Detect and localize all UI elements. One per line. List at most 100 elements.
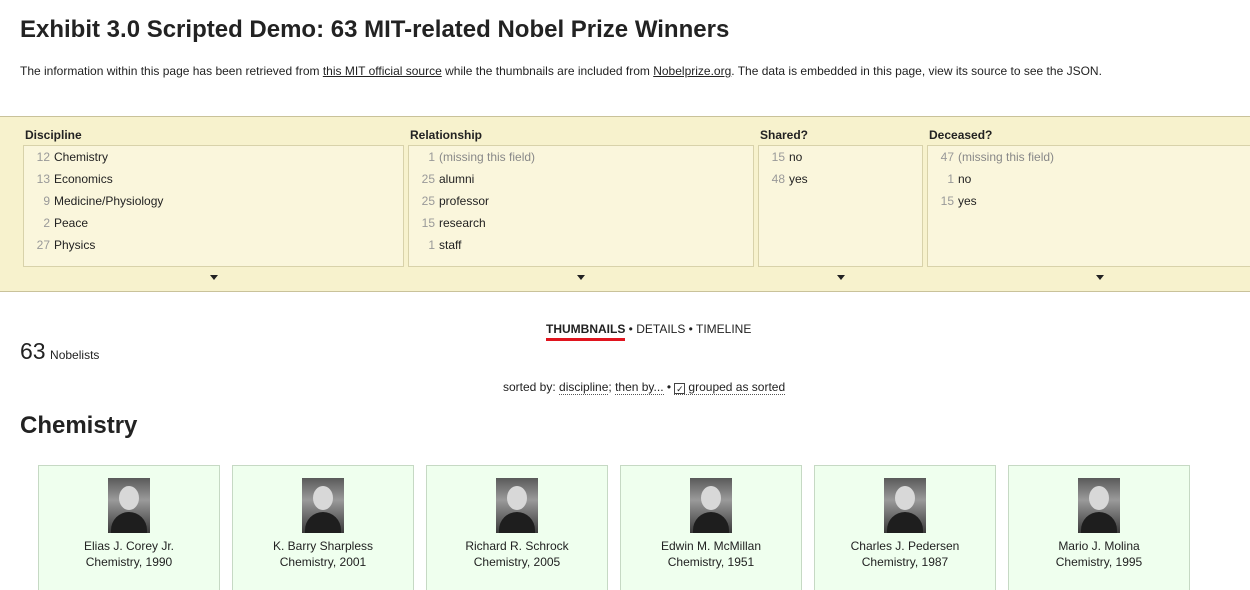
facet-value-research[interactable]: 15 research (409, 212, 753, 234)
nobelist-discipline-year: Chemistry, 1951 (667, 555, 755, 569)
sort-bullet: • (663, 380, 675, 394)
sort-field-discipline[interactable]: discipline (559, 380, 609, 395)
facet-value-alumni[interactable]: 25 alumni (409, 168, 753, 190)
nobelist-discipline-year: Chemistry, 1990 (85, 555, 173, 569)
facet-list-relationship: 1 (missing this field) 25 alumni 25 profess… (408, 145, 754, 267)
facet-count: 15 (940, 194, 954, 208)
facet-list-deceased: 47 (missing this field) 1 no 15 yes (927, 145, 1250, 267)
result-count-number: 63 (20, 338, 46, 364)
facet-count: 27 (36, 238, 50, 252)
nobelist-card[interactable]: Mario J. Molina Chemistry, 1995 (1008, 465, 1190, 590)
facet-panel: Discipline 12 Chemistry 13 Economics 9 Medi… (0, 116, 1250, 292)
facet-value-no[interactable]: 1 no (928, 168, 1250, 190)
view-switcher: THUMBNAILS • DETAILS • TIMELINE (546, 322, 752, 341)
view-tab-details[interactable]: DETAILS (636, 322, 686, 336)
facet-label: no (789, 150, 803, 164)
facet-value-professor[interactable]: 25 professor (409, 190, 753, 212)
checkbox-checked-icon[interactable]: ✓ (674, 383, 686, 394)
facet-count: 2 (43, 216, 50, 230)
view-tab-timeline[interactable]: TIMELINE (695, 322, 752, 336)
facet-expand-arrow-icon[interactable] (210, 275, 218, 280)
facet-value-yes[interactable]: 15 yes (928, 190, 1250, 212)
nobelist-discipline-year: Chemistry, 2005 (473, 555, 561, 569)
facet-count: 12 (36, 150, 50, 164)
nobelist-name[interactable]: Charles J. Pedersen (850, 539, 960, 553)
facet-value-physics[interactable]: 27 Physics (24, 234, 403, 256)
nobelist-name[interactable]: Richard R. Schrock (465, 539, 569, 553)
facet-value-yes[interactable]: 48 yes (759, 168, 922, 190)
intro-text-part1: The information within this page has bee… (20, 64, 323, 78)
facet-count: 47 (940, 150, 954, 164)
facet-count: 13 (36, 172, 50, 186)
facet-label: Medicine/Physiology (54, 194, 164, 208)
facet-value-economics[interactable]: 13 Economics (24, 168, 403, 190)
grouped-as-sorted-label: grouped as sorted (688, 380, 786, 394)
nobelist-name[interactable]: Mario J. Molina (1058, 539, 1140, 553)
sort-separator: ; (608, 380, 616, 394)
sort-then-by[interactable]: then by... (615, 380, 664, 395)
mit-source-link[interactable]: this MIT official source (322, 64, 442, 78)
nobelist-name[interactable]: K. Barry Sharpless (272, 539, 374, 553)
view-tab-thumbnails[interactable]: THUMBNAILS (546, 322, 626, 341)
view-separator: • (685, 322, 696, 336)
page-title: Exhibit 3.0 Scripted Demo: 63 MIT-relate… (20, 16, 730, 43)
facet-count: 1 (428, 150, 435, 164)
facet-value-peace[interactable]: 2 Peace (24, 212, 403, 234)
facet-value-chemistry[interactable]: 12 Chemistry (24, 146, 403, 168)
portrait-photo (884, 478, 926, 533)
facet-count: 1 (428, 238, 435, 252)
view-separator: • (625, 322, 637, 336)
facet-label: Chemistry (54, 150, 109, 164)
facet-label: professor (439, 194, 490, 208)
facet-value-no[interactable]: 15 no (759, 146, 922, 168)
facet-value-missing[interactable]: 47 (missing this field) (928, 146, 1250, 168)
grouped-as-sorted-toggle[interactable]: ✓ grouped as sorted (674, 380, 786, 395)
portrait-photo (690, 478, 732, 533)
facet-count: 25 (421, 172, 435, 186)
nobelist-card[interactable]: Richard R. Schrock Chemistry, 2005 (426, 465, 608, 590)
facet-label: Economics (54, 172, 113, 186)
result-count: 63 Nobelists (20, 338, 99, 365)
nobelist-name[interactable]: Edwin M. McMillan (660, 539, 762, 553)
facet-expand-arrow-icon[interactable] (837, 275, 845, 280)
intro-text: The information within this page has bee… (20, 64, 1102, 78)
facet-list-discipline: 12 Chemistry 13 Economics 9 Medicine/Physio… (23, 145, 404, 267)
facet-list-shared: 15 no 48 yes (758, 145, 923, 267)
nobelprize-link[interactable]: Nobelprize.org (653, 64, 732, 78)
facet-title-deceased: Deceased? (929, 128, 993, 142)
facet-value-missing[interactable]: 1 (missing this field) (409, 146, 753, 168)
facet-count: 48 (771, 172, 785, 186)
facet-count: 15 (421, 216, 435, 230)
facet-label: (missing this field) (439, 150, 536, 164)
facet-count: 25 (421, 194, 435, 208)
nobelist-discipline-year: Chemistry, 1995 (1055, 555, 1143, 569)
facet-label: staff (439, 238, 462, 252)
sort-prefix: sorted by: (503, 380, 560, 394)
nobelist-name[interactable]: Elias J. Corey Jr. (83, 539, 175, 553)
portrait-photo (496, 478, 538, 533)
nobelist-card[interactable]: K. Barry Sharpless Chemistry, 2001 (232, 465, 414, 590)
facet-label: research (439, 216, 486, 230)
facet-count: 15 (771, 150, 785, 164)
portrait-photo (1078, 478, 1120, 533)
nobelist-card[interactable]: Edwin M. McMillan Chemistry, 1951 (620, 465, 802, 590)
facet-label: Physics (54, 238, 96, 252)
portrait-photo (108, 478, 150, 533)
nobelist-card[interactable]: Charles J. Pedersen Chemistry, 1987 (814, 465, 996, 590)
facet-expand-arrow-icon[interactable] (577, 275, 585, 280)
portrait-photo (302, 478, 344, 533)
facet-title-shared: Shared? (760, 128, 809, 142)
facet-label: Peace (54, 216, 89, 230)
facet-label: alumni (439, 172, 475, 186)
group-heading: Chemistry (20, 412, 138, 439)
sort-controls: sorted by: discipline; then by... • ✓ gro… (503, 380, 786, 395)
facet-count: 1 (947, 172, 954, 186)
facet-value-medicine[interactable]: 9 Medicine/Physiology (24, 190, 403, 212)
facet-expand-arrow-icon[interactable] (1096, 275, 1104, 280)
intro-text-part2: while the thumbnails are included from (441, 64, 654, 78)
facet-label: no (958, 172, 972, 186)
facet-title-relationship: Relationship (410, 128, 483, 142)
nobelist-card[interactable]: Elias J. Corey Jr. Chemistry, 1990 (38, 465, 220, 590)
result-count-label: Nobelists (50, 348, 100, 362)
facet-value-staff[interactable]: 1 staff (409, 234, 753, 256)
